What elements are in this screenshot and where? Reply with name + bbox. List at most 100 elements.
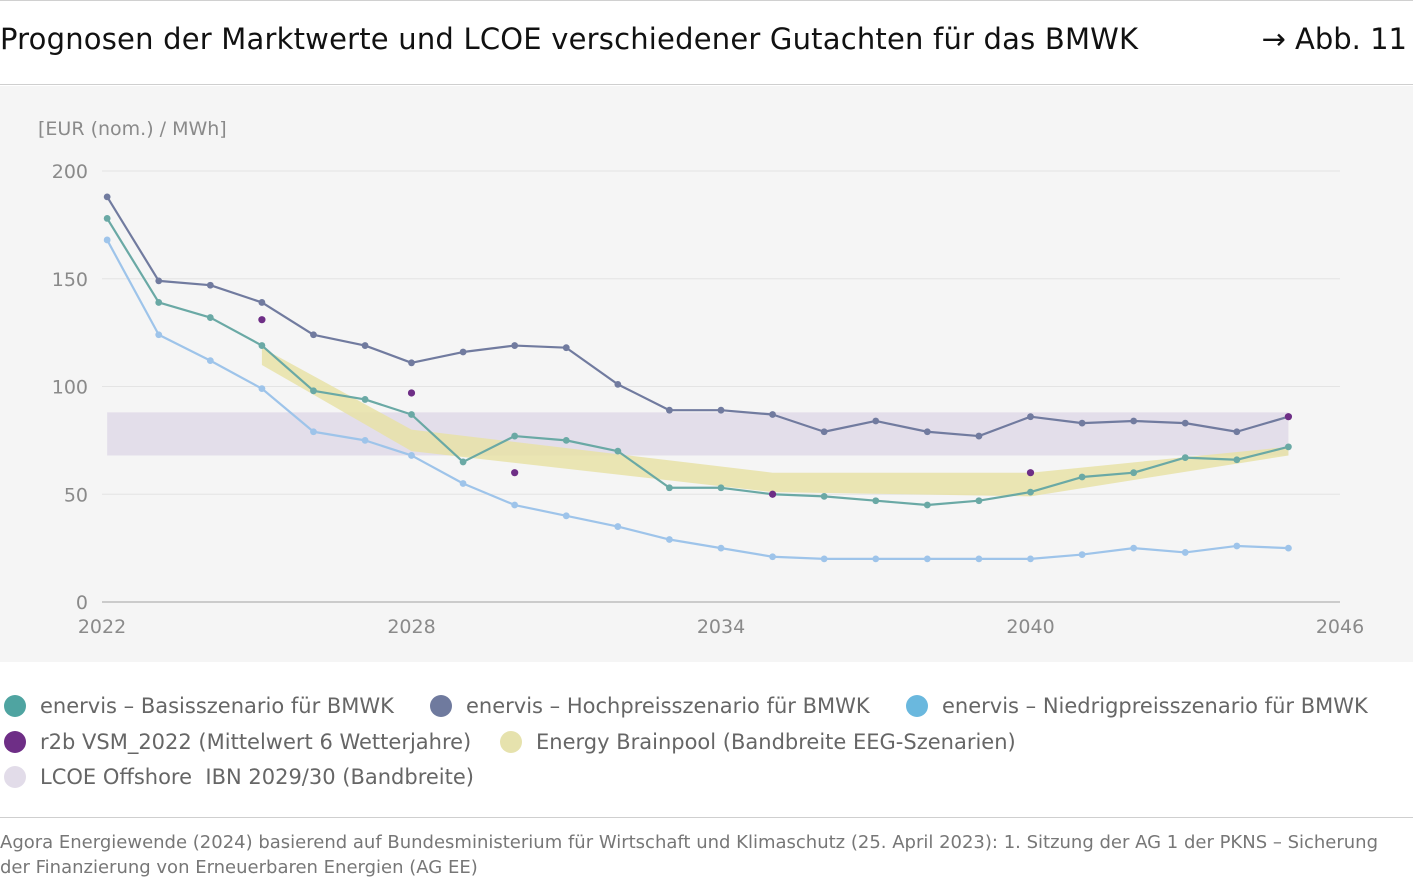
data-point-basis: [717, 484, 725, 492]
data-point-niedrig: [872, 555, 880, 563]
data-point-hoch: [310, 331, 317, 339]
data-point-niedrig: [1233, 542, 1241, 550]
data-point-basis: [666, 484, 673, 492]
series-line-hoch: [106, 196, 1289, 438]
legend-item-brainpool: Energy Brainpool (Bandbreite EEG-Szenari…: [500, 730, 1016, 754]
data-point-hoch: [769, 411, 776, 418]
x-tick-label: 2046: [1316, 616, 1364, 638]
data-point-niedrig: [408, 452, 415, 459]
data-point-niedrig: [975, 555, 983, 563]
data-point-niedrig: [923, 555, 931, 563]
data-point-basis: [562, 436, 570, 444]
data-point-niedrig: [310, 428, 317, 436]
legend-swatch-basis: [4, 695, 26, 717]
data-point-hoch: [1233, 428, 1241, 436]
data-point-r2b: [1026, 469, 1035, 477]
legend-swatch-hoch: [430, 695, 452, 717]
legend-item-niedrig: enervis – Niedrigpreisszenario für BMWK: [906, 694, 1368, 718]
data-point-basis: [1285, 443, 1292, 451]
y-tick-label: 200: [52, 161, 88, 183]
data-point-hoch: [562, 344, 570, 352]
data-point-hoch: [361, 342, 369, 349]
data-point-basis: [820, 493, 828, 500]
data-point-r2b: [1284, 413, 1293, 421]
data-point-hoch: [103, 193, 111, 201]
data-point-hoch: [1078, 419, 1086, 427]
x-tick-label: 2040: [1006, 616, 1054, 638]
data-point-basis: [1130, 469, 1138, 477]
data-point-hoch: [408, 359, 415, 367]
data-point-hoch: [820, 428, 828, 436]
series-line-niedrig: [106, 239, 1289, 560]
data-point-basis: [103, 215, 111, 222]
data-point-niedrig: [1181, 549, 1189, 556]
data-point-basis: [155, 299, 163, 306]
data-point-basis: [361, 396, 369, 403]
data-point-hoch: [666, 406, 673, 414]
data-point-hoch: [206, 281, 214, 289]
data-point-basis: [923, 501, 931, 509]
data-point-niedrig: [769, 553, 776, 561]
data-point-niedrig: [459, 480, 467, 487]
x-tick-label: 2028: [387, 616, 435, 638]
band-energy-brainpool: [261, 347, 1289, 497]
data-point-niedrig: [1285, 544, 1292, 552]
source-divider: [0, 817, 1413, 818]
data-point-r2b: [768, 490, 777, 498]
legend-item-basis: enervis – Basisszenario für BMWK: [4, 694, 394, 718]
top-rule: [0, 0, 1413, 1]
data-point-niedrig: [1130, 544, 1138, 552]
figure-reference: → Abb. 11: [1261, 22, 1407, 56]
data-point-basis: [975, 497, 983, 505]
source-note: Agora Energiewende (2024) basierend auf …: [0, 832, 1379, 878]
data-point-r2b: [511, 469, 519, 477]
legend-swatch-niedrig: [906, 695, 928, 717]
x-tick-label: 2034: [697, 616, 745, 638]
data-point-hoch: [717, 406, 725, 414]
data-point-r2b: [258, 316, 266, 324]
legend-label-brainpool: Energy Brainpool (Bandbreite EEG-Szenari…: [536, 730, 1016, 754]
data-point-basis: [310, 387, 317, 395]
data-point-basis: [1233, 456, 1241, 464]
legend-label-r2b: r2b VSM_2022 (Mittelwert 6 Wetterjahre): [40, 730, 472, 754]
data-point-hoch: [1027, 413, 1034, 421]
series-line-basis: [106, 217, 1289, 507]
data-point-niedrig: [155, 331, 163, 339]
legend-label-niedrig: enervis – Niedrigpreisszenario für BMWK: [942, 694, 1368, 718]
legend-swatch-lcoe: [4, 766, 26, 788]
data-point-niedrig: [361, 436, 369, 444]
data-point-hoch: [923, 428, 931, 436]
data-point-basis: [872, 497, 880, 505]
data-point-hoch: [258, 299, 266, 306]
data-point-basis: [1181, 454, 1189, 462]
legend-item-lcoe: LCOE Offshore IBN 2029/30 (Bandbreite): [4, 765, 474, 789]
legend-label-lcoe: LCOE Offshore IBN 2029/30 (Bandbreite): [40, 765, 474, 789]
data-point-niedrig: [511, 501, 519, 509]
legend-swatch-brainpool: [500, 731, 522, 753]
y-tick-label: 100: [52, 377, 88, 399]
data-point-basis: [511, 432, 519, 440]
data-point-basis: [408, 411, 415, 418]
data-point-hoch: [1181, 419, 1189, 427]
data-point-niedrig: [666, 536, 673, 543]
data-point-hoch: [872, 417, 880, 425]
data-point-r2b: [407, 389, 416, 397]
data-point-niedrig: [258, 385, 266, 393]
data-point-niedrig: [562, 512, 570, 520]
x-tick-label: 2022: [78, 616, 126, 638]
data-point-hoch: [1130, 417, 1138, 425]
y-tick-label: 0: [76, 592, 88, 614]
data-point-niedrig: [206, 357, 214, 365]
data-point-niedrig: [1078, 551, 1086, 558]
y-axis-label: [EUR (nom.) / MWh]: [38, 118, 227, 140]
band-lcoe-offshore: [107, 412, 1289, 456]
data-point-basis: [459, 458, 467, 466]
data-point-niedrig: [717, 544, 725, 552]
legend-label-basis: enervis – Basisszenario für BMWK: [40, 694, 394, 718]
legend: enervis – Basisszenario für BMWK enervis…: [0, 686, 1413, 796]
legend-item-hoch: enervis – Hochpreisszenario für BMWK: [430, 694, 870, 718]
legend-swatch-r2b: [4, 731, 26, 753]
data-point-niedrig: [614, 523, 622, 530]
data-point-basis: [206, 314, 214, 321]
data-point-hoch: [459, 348, 467, 356]
